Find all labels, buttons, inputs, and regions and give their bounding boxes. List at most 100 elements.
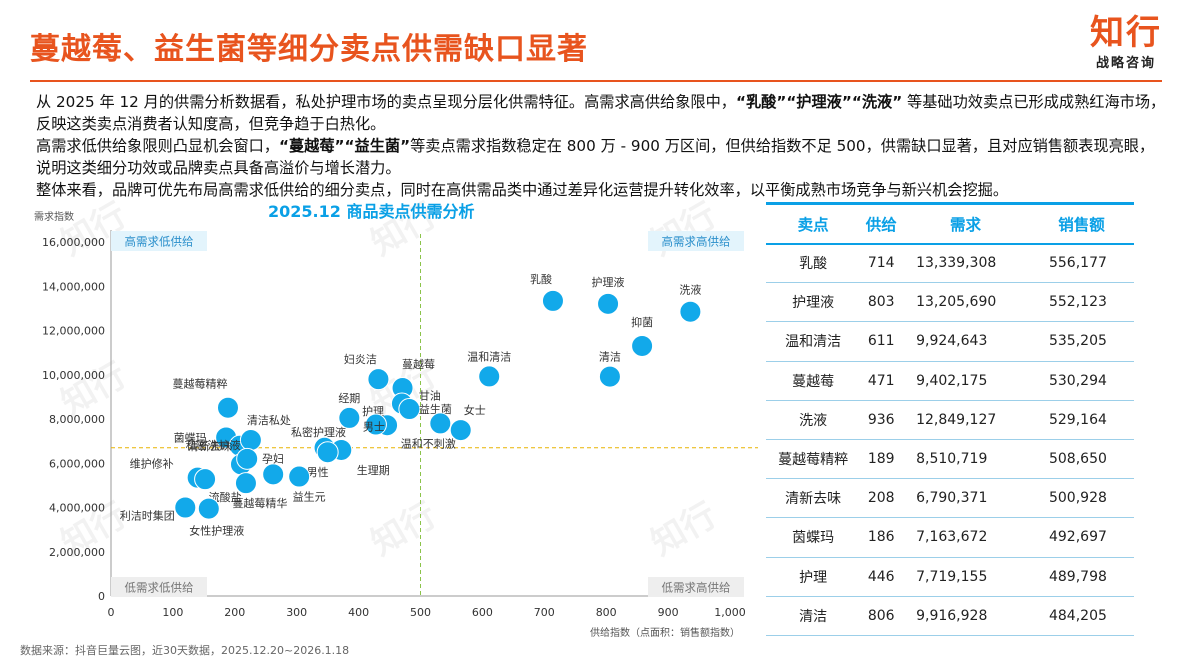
watermark-text: 知行: [365, 495, 444, 564]
cell-selling-point: 蔓越莓: [766, 361, 861, 401]
data-point: [194, 468, 217, 491]
paragraph-2: 高需求低供给象限则凸显机会窗口，“蔓越莓”“益生菌”等卖点需求指数稳定在 800…: [36, 135, 1166, 179]
data-point-label: 女士: [464, 403, 486, 417]
data-point-label: 蔓越莓精粹: [172, 377, 227, 391]
page-title: 蔓越莓、益生菌等细分卖点供需缺口显著: [30, 32, 588, 67]
cell-sales: 489,798: [1028, 557, 1134, 597]
logo-sub-text: 战略咨询: [1095, 56, 1156, 71]
data-point: [338, 406, 361, 429]
header-demand: 需求: [902, 202, 1029, 245]
data-point-label: 蔓越莓: [402, 357, 435, 371]
data-point: [631, 334, 654, 357]
y-tick-label: 16,000,000: [42, 236, 105, 249]
cell-selling-point: 清洁: [766, 596, 861, 636]
table-row: 清洁 806 9,916,928 484,205: [766, 596, 1134, 636]
x-tick-label: 200: [224, 606, 245, 619]
data-point: [597, 292, 620, 315]
data-point-label: 清洁: [599, 351, 621, 364]
data-point-label: 乳酸: [530, 272, 552, 286]
data-point-label: 蔓越莓精华: [232, 496, 287, 510]
cell-sales: 535,205: [1028, 321, 1134, 362]
y-tick-label: 6,000,000: [49, 457, 105, 470]
quadrant-label-low-demand-high-supply: 低需求高供给: [662, 581, 731, 595]
data-point: [541, 289, 564, 312]
cell-selling-point: 清新去味: [766, 478, 861, 519]
data-point-label: 温和不刺激: [401, 436, 456, 450]
data-point: [236, 447, 259, 470]
cell-supply: 189: [860, 439, 903, 480]
quadrant-label-high-demand-high-supply-bg: [648, 231, 744, 251]
cell-demand: 7,719,155: [902, 557, 1029, 597]
watermark-text: 知行: [645, 196, 724, 264]
cell-sales: 556,177: [1028, 243, 1134, 284]
data-point: [367, 368, 390, 391]
watermark-text: 知行: [55, 196, 134, 264]
paragraph-3: 整体来看，品牌可优先布局高需求低供给的细分卖点，同时在高供需品类中通过差异化运营…: [36, 181, 1008, 199]
data-point-label: 私密洗护液: [186, 438, 241, 452]
data-point-label: 私密护理液: [291, 425, 346, 439]
quadrant-label-low-demand-low-supply: 低需求低供给: [125, 581, 194, 595]
data-table: 卖点 供给 需求 销售额 乳酸 714 13,339,308 556,177 护理液 80…: [766, 202, 1134, 636]
cell-demand: 9,924,643: [902, 321, 1029, 362]
data-point-label: 男士: [363, 421, 385, 434]
data-point: [174, 496, 197, 519]
data-point: [262, 463, 285, 486]
x-tick-label: 600: [472, 606, 493, 619]
cell-supply: 806: [860, 596, 903, 636]
table-header-row: 卖点 供给 需求 销售额: [766, 202, 1134, 245]
data-point: [197, 497, 220, 520]
x-tick-label: 900: [658, 606, 679, 619]
cell-selling-point: 洗液: [766, 400, 861, 440]
cell-demand: 13,339,308: [902, 243, 1029, 284]
data-point-label: 清洁私处: [247, 414, 291, 427]
table-row: 洗液 936 12,849,127 529,164: [766, 400, 1134, 440]
quadrant-label-high-demand-low-supply: 高需求低供给: [125, 235, 194, 249]
cell-demand: 8,510,719: [902, 439, 1029, 480]
cell-selling-point: 温和清洁: [766, 321, 861, 362]
data-point: [316, 441, 339, 464]
cell-sales: 530,294: [1028, 361, 1134, 401]
title-divider: [30, 80, 1162, 82]
cell-supply: 186: [860, 517, 903, 558]
x-tick-label: 800: [596, 606, 617, 619]
table-row: 护理 446 7,719,155 489,798: [766, 557, 1134, 597]
header-selling-point: 卖点: [766, 202, 861, 245]
cell-demand: 6,790,371: [902, 478, 1029, 519]
summary-text: 从 2025 年 12 月的供需分析数据看，私处护理市场的卖点呈现分层化供需特征…: [36, 91, 1166, 201]
cell-sales: 484,205: [1028, 596, 1134, 636]
table-row: 蔓越莓精粹 189 8,510,719 508,650: [766, 439, 1134, 480]
y-tick-label: 12,000,000: [42, 325, 105, 338]
data-point-label: 益生元: [293, 490, 326, 504]
cell-sales: 492,697: [1028, 517, 1134, 558]
paragraph-2-text-a: 高需求低供给象限则凸显机会窗口，: [36, 137, 279, 155]
y-axis-label: 需求指数: [34, 210, 74, 223]
scatter-chart-svg: 知行知行知行知行知行知行知行知行02,000,0004,000,0006,000…: [34, 196, 758, 639]
header-supply: 供给: [860, 202, 903, 245]
paragraph-1-text-c: 等基础功效卖点已形成成熟红海市场，反映这类卖点消费者认知度高，但竞争趋于白热化。: [36, 93, 1166, 133]
data-point: [449, 419, 472, 442]
y-tick-label: 8,000,000: [49, 413, 105, 426]
data-point-label: 生理期: [357, 463, 390, 477]
data-point-label: 流酸盐: [209, 490, 242, 504]
x-axis-label: 供给指数（点面积：销售额指数）: [590, 626, 740, 639]
table-row: 清新去味 208 6,790,371 500,928: [766, 478, 1134, 519]
x-tick-label: 300: [286, 606, 307, 619]
cell-sales: 529,164: [1028, 400, 1134, 440]
table-row: 温和清洁 611 9,924,643 535,205: [766, 321, 1134, 362]
paragraph-2-highlight: “蔓越莓”“益生菌”: [279, 137, 411, 155]
data-point: [398, 398, 421, 421]
data-point: [679, 300, 702, 323]
x-tick-label: 500: [410, 606, 431, 619]
data-point: [288, 465, 311, 488]
cell-supply: 714: [860, 243, 903, 284]
x-tick-label: 700: [534, 606, 555, 619]
cell-selling-point: 蔓越莓精粹: [766, 439, 861, 480]
cell-supply: 803: [860, 282, 903, 323]
data-point-label: 清新去味: [188, 439, 232, 453]
brand-logo: 知行 战略咨询: [1090, 14, 1162, 71]
data-point-label: 男性: [307, 465, 329, 479]
data-point-label: 经期: [338, 392, 360, 405]
cell-demand: 9,402,175: [902, 361, 1029, 401]
cell-sales: 508,650: [1028, 439, 1134, 480]
data-point-label: 护理液: [592, 275, 625, 289]
